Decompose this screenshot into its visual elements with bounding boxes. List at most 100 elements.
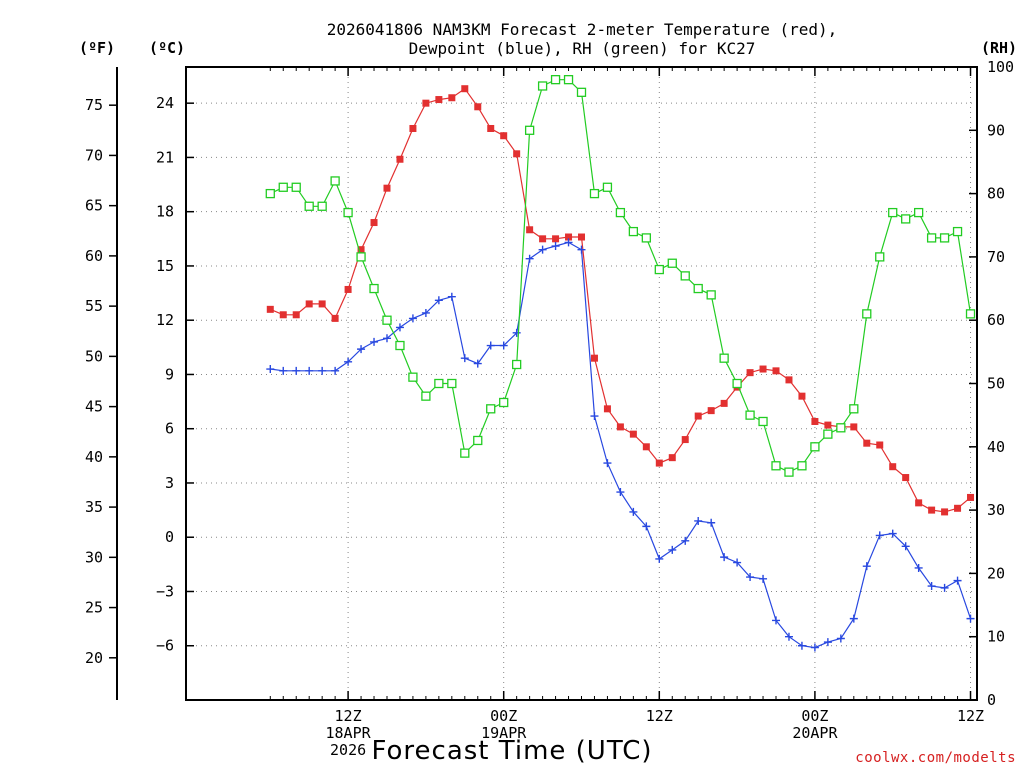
- dewpoint-point: [707, 518, 716, 527]
- temperature-point: [461, 85, 469, 93]
- temperature-point: [785, 376, 793, 384]
- rh-point: [771, 461, 781, 471]
- rh-point: [719, 353, 729, 363]
- temperature-point: [292, 311, 300, 319]
- rh-point: [926, 233, 937, 243]
- rh-tick-label: 90: [987, 121, 1005, 139]
- temperature-point: [383, 184, 391, 192]
- temperature-point: [876, 441, 884, 449]
- rh-point: [862, 309, 872, 319]
- celsius-tick-label: 24: [156, 94, 174, 112]
- celsius-tick-label: −6: [156, 637, 174, 655]
- fahrenheit-tick-label: 45: [85, 398, 103, 416]
- rh-point: [369, 283, 379, 294]
- celsius-tick-label: 3: [165, 474, 174, 492]
- fahrenheit-tick-label: 70: [85, 146, 103, 164]
- rh-tick-label: 70: [987, 248, 1005, 266]
- temperature-point: [629, 430, 637, 438]
- temperature-point: [811, 417, 819, 425]
- rh-point: [265, 188, 275, 199]
- dewpoint-point: [382, 334, 391, 343]
- dewpoint-point: [279, 366, 288, 375]
- celsius-tick-label: 0: [165, 528, 174, 546]
- fahrenheit-tick-label: 30: [85, 548, 103, 566]
- rh-point: [576, 87, 587, 97]
- dewpoint-point: [395, 323, 404, 332]
- celsius-tick-label: −3: [156, 582, 174, 600]
- temperature-point: [889, 463, 897, 471]
- rh-point: [356, 252, 366, 262]
- rh-point: [550, 75, 561, 85]
- temperature-point: [578, 233, 585, 241]
- temperature-point: [370, 219, 378, 227]
- dewpoint-point: [447, 292, 456, 301]
- rh-point: [693, 283, 703, 294]
- fahrenheit-tick-label: 55: [85, 297, 103, 315]
- x-tick-label: 12Z: [646, 707, 673, 725]
- dewpoint-point: [629, 507, 638, 516]
- temperature-point: [435, 96, 443, 104]
- temperature-point: [539, 235, 547, 243]
- dewpoint-point: [681, 536, 690, 545]
- rh-point: [667, 258, 677, 268]
- rh-point: [563, 75, 574, 85]
- celsius-tick-label: 12: [156, 311, 174, 329]
- dewpoint-point: [512, 328, 521, 337]
- dewpoint-point: [940, 583, 949, 592]
- rh-point: [512, 359, 522, 370]
- dewpoint-point: [746, 573, 755, 582]
- x-tick-label: 12Z: [335, 707, 362, 725]
- dewpoint-point: [888, 529, 897, 538]
- temperature-point: [863, 439, 871, 447]
- dewpoint-point: [590, 412, 599, 421]
- dewpoint-point: [668, 545, 677, 554]
- dewpoint-point: [759, 574, 768, 583]
- dewpoint-point: [577, 245, 586, 254]
- temperature-point: [422, 99, 430, 107]
- temperature-point: [396, 155, 404, 163]
- rh-point: [278, 182, 288, 192]
- rh-point: [499, 397, 509, 408]
- temperature-point: [448, 94, 456, 102]
- dewpoint-point: [823, 638, 832, 647]
- rh-point: [836, 423, 846, 433]
- fahrenheit-tick-label: 65: [85, 197, 103, 215]
- dewpoint-point: [538, 245, 547, 254]
- dewpoint-point: [836, 634, 845, 643]
- dewpoint-point: [655, 554, 664, 563]
- temperature-point: [655, 459, 663, 467]
- rh-point: [447, 378, 457, 389]
- rh-point: [408, 372, 418, 382]
- temperature-point: [500, 132, 508, 140]
- temperature-point: [474, 103, 482, 111]
- temperature-point: [318, 300, 326, 308]
- rh-point: [965, 309, 976, 319]
- temperature-point: [279, 311, 287, 319]
- dewpoint-point: [473, 359, 482, 368]
- temperature-point: [305, 300, 313, 308]
- dewpoint-point: [408, 314, 417, 323]
- fahrenheit-tick-label: 40: [85, 448, 103, 466]
- celsius-tick-label: 21: [156, 148, 174, 166]
- unit-label-celsius: (ºC): [149, 39, 185, 57]
- rh-point: [797, 461, 807, 471]
- axes: 24211815129630−3−67570656055504540353025…: [85, 58, 1014, 759]
- dewpoint-point: [331, 366, 340, 375]
- temperature-point: [357, 246, 365, 254]
- rh-point: [602, 182, 613, 192]
- rh-point: [486, 404, 496, 414]
- x-tick-label: 18APR: [326, 724, 372, 742]
- temperature-point: [681, 436, 689, 444]
- temperature-point: [552, 235, 560, 243]
- rh-point: [732, 378, 742, 389]
- rh-point: [823, 429, 833, 439]
- dewpoint-point: [305, 366, 314, 375]
- rh-point: [654, 264, 664, 275]
- chart-title-line2: Dewpoint (blue), RH (green) for KC27: [409, 39, 756, 58]
- fahrenheit-tick-label: 25: [85, 599, 103, 617]
- dewpoint-point: [720, 553, 729, 562]
- fahrenheit-tick-label: 20: [85, 649, 103, 667]
- rh-point: [537, 81, 548, 91]
- dewpoint-point: [370, 337, 379, 346]
